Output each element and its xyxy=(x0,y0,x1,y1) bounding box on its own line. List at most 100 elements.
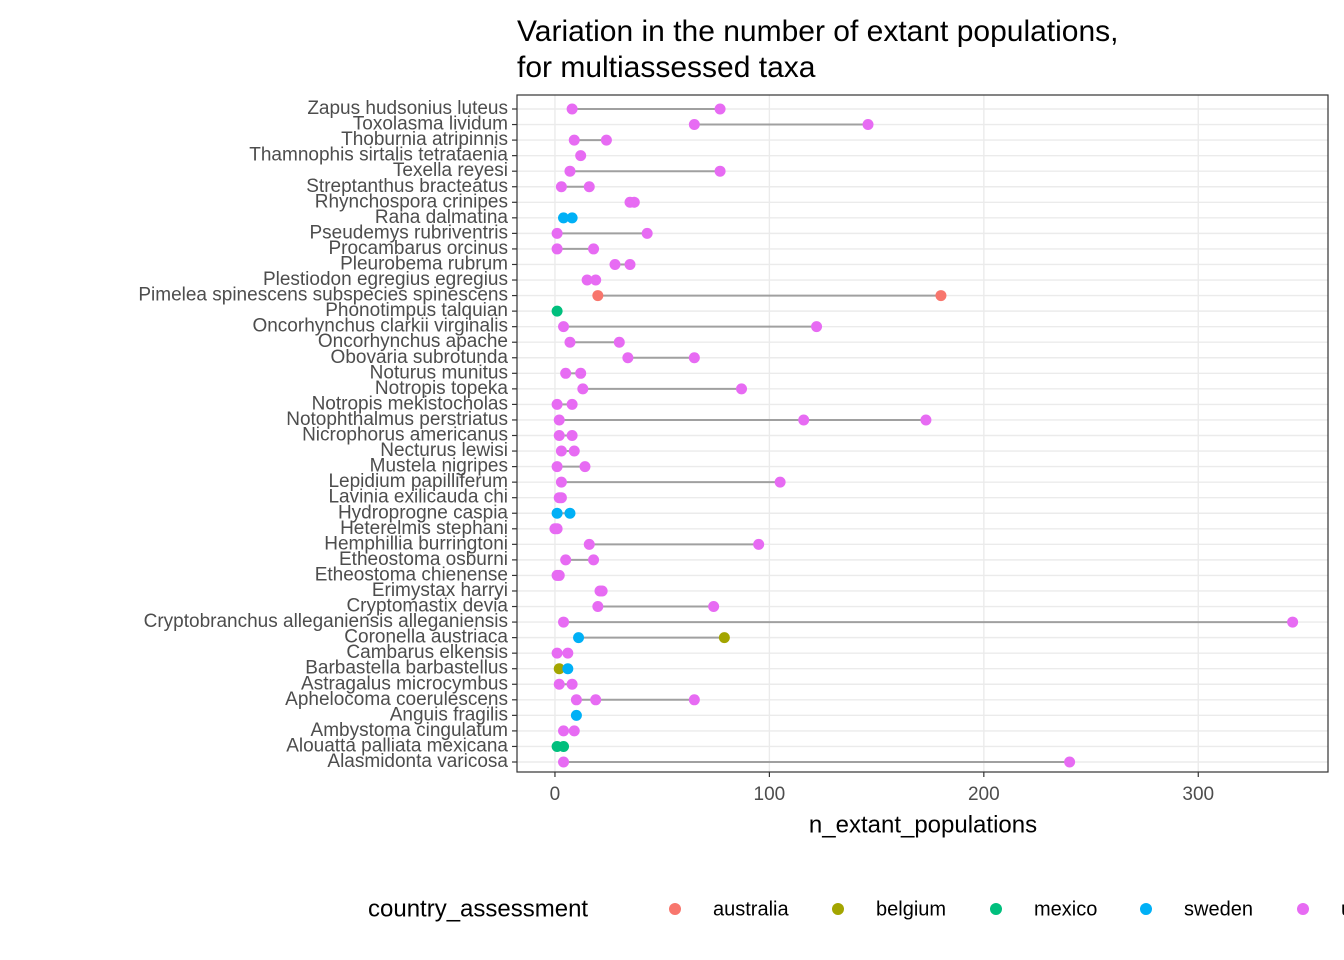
point xyxy=(558,725,570,737)
point xyxy=(568,725,580,737)
point xyxy=(588,243,600,255)
point xyxy=(560,554,572,566)
y-tick-label: Etheostoma osburni xyxy=(339,549,508,570)
y-tick-label: Obovaria subrotunda xyxy=(331,347,509,368)
y-tick-label: Notropis topeka xyxy=(375,378,509,399)
point xyxy=(566,103,578,115)
point xyxy=(575,150,587,162)
y-tick-label: Rana dalmatina xyxy=(375,207,509,228)
y-tick-label: Cryptomastix devia xyxy=(346,596,508,617)
point xyxy=(628,196,640,208)
y-tick-label: Thamnophis sirtalis tetrataenia xyxy=(249,145,508,166)
point xyxy=(714,165,726,177)
point xyxy=(1287,616,1299,628)
y-tick-label: Noturus munitus xyxy=(370,362,508,383)
y-tick-label: Hydroprogne caspia xyxy=(338,502,508,523)
point xyxy=(613,336,625,348)
y-tick-label: Procambarus orcinus xyxy=(328,238,508,259)
y-tick-label: Streptanthus bracteatus xyxy=(306,176,508,197)
y-tick-label: Coronella austriaca xyxy=(344,627,508,648)
y-tick-label: Lavinia exilicauda chi xyxy=(328,487,508,508)
point xyxy=(570,709,582,721)
point xyxy=(566,212,578,224)
point xyxy=(588,554,600,566)
point xyxy=(609,258,621,270)
point xyxy=(558,212,570,224)
y-tick-label: Etheostoma chienense xyxy=(315,564,508,585)
point xyxy=(688,119,700,131)
x-tick-label: 100 xyxy=(754,784,786,805)
point xyxy=(553,414,565,426)
point xyxy=(579,461,591,473)
y-tick-label: Anguis fragilis xyxy=(390,704,508,725)
point xyxy=(573,632,585,644)
point xyxy=(560,367,572,379)
y-tick-label: Oncorhynchus clarkii virginalis xyxy=(252,316,508,337)
point xyxy=(718,632,730,644)
y-tick-label: Notropis mekistocholas xyxy=(312,393,508,414)
point xyxy=(558,321,570,333)
point xyxy=(590,694,602,706)
point xyxy=(920,414,932,426)
point xyxy=(555,492,567,504)
y-tick-label: Toxolasma lividum xyxy=(353,114,508,135)
point xyxy=(714,103,726,115)
point xyxy=(688,694,700,706)
point xyxy=(564,165,576,177)
point xyxy=(551,243,563,255)
panel-border xyxy=(516,94,1329,773)
point xyxy=(583,181,595,193)
legend-label: australia xyxy=(713,898,789,920)
chart-title: for multiassessed taxa xyxy=(517,51,816,84)
point xyxy=(558,740,570,752)
point xyxy=(568,134,580,146)
x-axis-title: n_extant_populations xyxy=(809,811,1037,838)
point xyxy=(555,445,567,457)
point xyxy=(551,305,563,317)
point xyxy=(798,414,810,426)
y-tick-label: Heterelmis stephani xyxy=(340,518,508,539)
y-tick-label: Lepidium papilliferum xyxy=(328,471,508,492)
legend-label: belgium xyxy=(876,898,946,920)
point xyxy=(570,694,582,706)
legend-title: country_assessment xyxy=(368,895,588,922)
legend-label: sweden xyxy=(1184,898,1253,920)
point xyxy=(551,523,563,535)
point xyxy=(811,321,823,333)
y-tick-label: Necturus lewisi xyxy=(380,440,508,461)
y-tick-label: Ambystoma cingulatum xyxy=(311,720,508,741)
legend-key xyxy=(990,903,1002,915)
y-tick-label: Mustela nigripes xyxy=(370,456,508,477)
legend-key xyxy=(1140,903,1152,915)
point xyxy=(600,134,612,146)
chart-title: Variation in the number of extant popula… xyxy=(517,15,1119,48)
point xyxy=(688,352,700,364)
point xyxy=(551,227,563,239)
y-tick-label: Plestiodon egregius egregius xyxy=(263,269,508,290)
point xyxy=(564,336,576,348)
legend-key xyxy=(669,903,681,915)
y-tick-label: Cryptobranchus alleganiensis alleganiens… xyxy=(144,611,508,632)
point xyxy=(736,383,748,395)
y-tick-label: Pseudemys rubriventris xyxy=(309,222,508,243)
point xyxy=(562,663,574,675)
y-tick-label: Thoburnia atripinnis xyxy=(341,129,508,150)
point xyxy=(622,352,634,364)
point xyxy=(553,678,565,690)
point xyxy=(577,383,589,395)
point xyxy=(558,756,570,768)
y-tick-label: Notophthalmus perstriatus xyxy=(286,409,508,430)
x-tick-label: 200 xyxy=(968,784,1000,805)
y-tick-label: Pleurobema rubrum xyxy=(340,253,508,274)
legend-label: usa xyxy=(1341,898,1344,920)
legend-key xyxy=(832,903,844,915)
y-tick-label: Nicrophorus americanus xyxy=(302,425,508,446)
point xyxy=(568,445,580,457)
point xyxy=(708,601,720,613)
point xyxy=(1064,756,1076,768)
y-tick-label: Cambarus elkensis xyxy=(346,642,508,663)
point xyxy=(641,227,653,239)
legend-key xyxy=(1297,903,1309,915)
